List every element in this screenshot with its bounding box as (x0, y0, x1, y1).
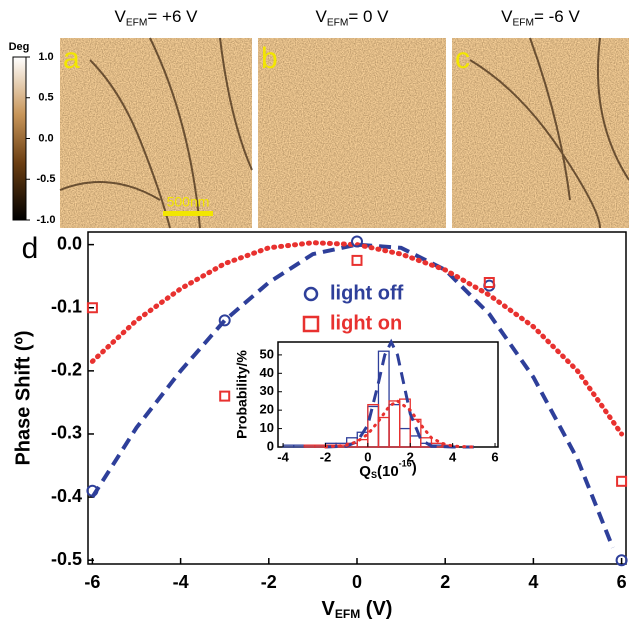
y-tick-label: 50 (260, 346, 274, 361)
label-part: V (322, 598, 336, 620)
fit-curve (89, 240, 625, 437)
label-part: V (115, 7, 127, 26)
label: VEFM= 0 V (315, 7, 389, 27)
x-tick-label: 6 (617, 572, 627, 592)
fit-curve (325, 338, 474, 449)
x-tick-label: 2 (407, 449, 414, 464)
fit-curve (324, 399, 476, 449)
label-part: = 0 V (348, 7, 389, 26)
label-part: (V) (360, 598, 392, 620)
label-part: EFM (335, 607, 360, 621)
panel-label: b (261, 42, 278, 75)
colorbar-tick-label: 1.0 (38, 51, 53, 63)
x-tick-label: -2 (261, 572, 277, 592)
y-axis-label: Phase Shift (º) (12, 330, 34, 465)
afm-image (60, 38, 252, 228)
label-part: EFM (327, 17, 349, 28)
x-tick-label: 2 (440, 572, 450, 592)
y-tick-label: -0.5 (51, 549, 82, 569)
data-point (616, 475, 628, 487)
label-part: Q (359, 463, 371, 480)
label-part: EFM (512, 17, 534, 28)
fibers (59, 37, 629, 229)
label-part: S (371, 470, 377, 480)
label-part: -16 (399, 459, 412, 469)
inset-frame (277, 341, 499, 448)
colorbar-tick-label: 0.0 (38, 132, 53, 144)
data-point (218, 314, 231, 327)
y-tick-label: 10 (260, 420, 274, 435)
y-tick-label: 40 (260, 365, 274, 380)
histogram-bar (420, 437, 433, 448)
x-tick-label: 6 (491, 449, 498, 464)
label: VEFM= -6 V (501, 7, 580, 27)
x-tick-label: 4 (449, 449, 457, 464)
panel-label: a (63, 42, 80, 75)
colorbar (12, 56, 27, 221)
label-part: = -6 V (534, 7, 580, 26)
x-tick-label: -2 (320, 449, 332, 464)
x-tick-label: 0 (352, 572, 362, 592)
data-point (219, 390, 231, 402)
legend-marker (303, 286, 319, 302)
data-point (351, 254, 363, 266)
label-part: = +6 V (147, 7, 198, 26)
data-point (615, 554, 628, 567)
fit-curve (90, 242, 615, 549)
label-part: (10 (377, 463, 399, 480)
x-tick-label: -4 (277, 449, 289, 464)
label: QS(10-16) (359, 459, 416, 480)
panel-label: c (455, 42, 470, 75)
label-part: ) (412, 459, 417, 476)
data-point (86, 484, 99, 497)
label: VEFM= +6 V (115, 7, 199, 27)
y-tick-label: 30 (260, 383, 274, 398)
label: VEFM (V) (322, 598, 393, 621)
x-tick-label: -4 (173, 572, 189, 592)
colorbar-title: Deg (9, 41, 30, 53)
data-point (483, 276, 495, 288)
colorbar-tick-label: 0.5 (38, 92, 53, 104)
x-tick-label: 0 (364, 449, 371, 464)
x-tick-label: 4 (528, 572, 538, 592)
y-tick-label: -0.2 (51, 360, 82, 380)
y-tick-label: 0.0 (57, 233, 82, 253)
label-part: V (315, 7, 327, 26)
y-tick-label: -0.1 (51, 296, 82, 316)
legend-label: light off (330, 282, 404, 304)
x-tick-label: -6 (84, 572, 100, 592)
legend-label: light on (330, 312, 402, 334)
label-part: EFM (126, 17, 148, 28)
y-tick-label: -0.3 (51, 423, 82, 443)
label-part: V (501, 7, 513, 26)
histogram-bar (409, 418, 422, 448)
afm-images: 500nm (12, 37, 629, 229)
afm-image (258, 38, 446, 228)
legend-marker (302, 315, 320, 333)
scale-bar (163, 211, 213, 216)
colorbar-tick-label: -0.5 (37, 173, 56, 185)
y-tick-label: 0 (267, 438, 274, 453)
colorbar-tick-label: -1.0 (37, 214, 56, 226)
data-point (86, 302, 98, 314)
y-tick-label: -0.4 (51, 486, 82, 506)
data-point (351, 235, 363, 248)
y-axis-label: Probability/% (234, 350, 250, 439)
panel-label: d (22, 232, 39, 265)
scale-bar-label: 500nm (167, 194, 210, 210)
y-tick-label: 20 (260, 402, 274, 417)
